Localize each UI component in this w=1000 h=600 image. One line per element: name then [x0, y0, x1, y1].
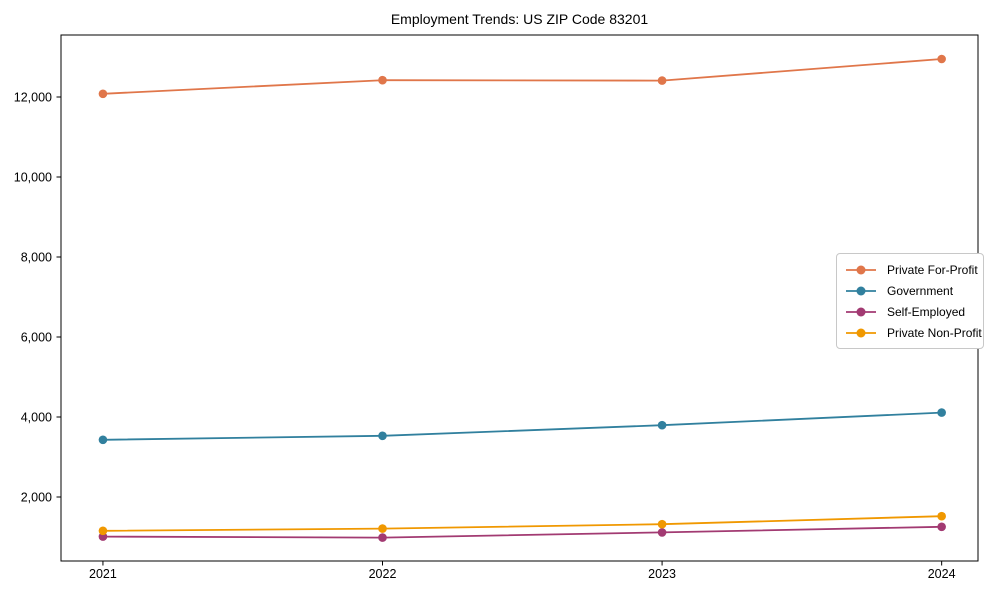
- y-tick-label: 2,000: [21, 490, 52, 504]
- x-tick-label: 2022: [369, 567, 397, 581]
- y-tick-label: 12,000: [14, 90, 52, 104]
- legend-line-marker-icon: [846, 286, 876, 295]
- data-point-marker: [98, 435, 108, 445]
- legend-item: Private For-Profit: [845, 259, 978, 280]
- data-point-marker: [937, 54, 946, 64]
- series-line: [102, 58, 942, 95]
- data-point-marker: [937, 522, 946, 532]
- data-point-marker: [657, 528, 667, 537]
- x-tick-label: 2023: [648, 567, 676, 581]
- legend-line-marker-icon: [846, 307, 876, 316]
- series-line: [102, 525, 942, 539]
- data-point-marker: [657, 76, 667, 85]
- legend-item-label: Self-Employed: [887, 304, 966, 319]
- x-tick-label: 2021: [89, 567, 117, 581]
- data-point-marker: [937, 408, 946, 417]
- series-line: [102, 515, 942, 532]
- chart-legend: Private For-Profit Government Self-Employe…: [836, 253, 984, 349]
- data-point-marker: [378, 533, 387, 542]
- data-point-marker: [657, 420, 667, 430]
- data-point-marker: [98, 89, 108, 99]
- series-line: [102, 411, 942, 441]
- legend-item-label: Private For-Profit: [887, 262, 978, 277]
- data-point-marker: [378, 524, 387, 533]
- y-tick-label: 8,000: [21, 250, 52, 264]
- chart-title: Employment Trends: US ZIP Code 83201: [390, 11, 649, 27]
- legend-item-label: Government: [887, 283, 954, 298]
- legend-item: Government: [845, 280, 975, 301]
- data-point-marker: [378, 431, 387, 441]
- legend-line-marker-icon: [846, 265, 876, 274]
- data-point-marker: [98, 526, 108, 536]
- legend-item: Self-Employed: [845, 301, 975, 322]
- x-tick-label: 2024: [928, 567, 956, 581]
- y-tick-label: 6,000: [21, 330, 52, 344]
- y-tick-label: 4,000: [21, 410, 52, 424]
- data-point-marker: [937, 511, 946, 521]
- legend-line-marker-icon: [846, 328, 876, 337]
- data-point-marker: [657, 519, 667, 529]
- data-point-marker: [378, 75, 387, 85]
- legend-item: Private Non-Profit: [845, 322, 982, 343]
- y-tick-label: 10,000: [14, 170, 52, 184]
- legend-item-label: Private Non-Profit: [887, 325, 982, 340]
